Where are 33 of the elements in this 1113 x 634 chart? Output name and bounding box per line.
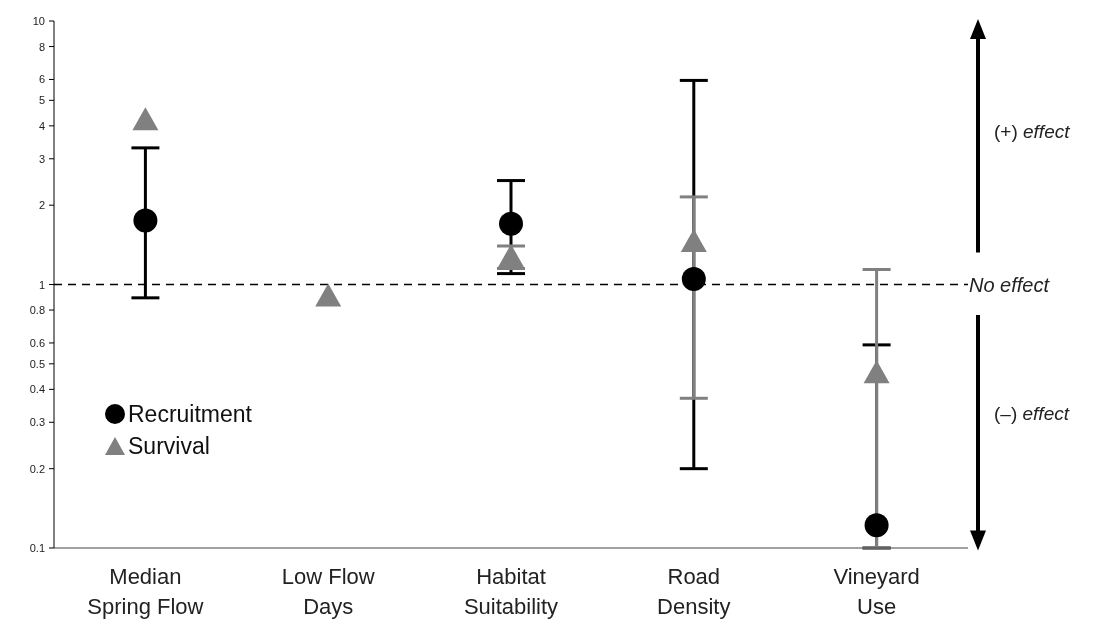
text: (–) effect xyxy=(994,403,1069,424)
y-tick-label: 0.5 xyxy=(29,357,45,370)
x-tick-label: Median Spring Flow xyxy=(87,564,204,619)
y-tick-label: 0.8 xyxy=(29,304,45,317)
y-tick-label: 2 xyxy=(38,199,45,212)
point xyxy=(133,208,158,233)
y-tick-label: 5 xyxy=(38,94,45,107)
y-tick-label: 0.2 xyxy=(29,462,45,475)
point xyxy=(315,283,342,307)
y-tick-label: 3 xyxy=(38,152,45,165)
text: (+) effect xyxy=(994,121,1070,142)
point xyxy=(864,513,889,538)
x-tick-label: Habitat Suitability xyxy=(463,564,559,619)
x-tick-label: Road Density xyxy=(657,564,731,619)
y-tick-label: 4 xyxy=(38,119,45,132)
y-tick-label: 10 xyxy=(32,15,45,27)
y-tick-label: 0.6 xyxy=(29,336,45,349)
y-tick-label: 1 xyxy=(38,278,45,291)
point xyxy=(132,107,159,131)
y-tick-label: 0.1 xyxy=(29,542,45,554)
y-tick-label: 0.3 xyxy=(29,416,45,429)
point xyxy=(863,360,890,384)
legend-label: Survival xyxy=(128,432,210,460)
x-tick-label: Low Flow Days xyxy=(281,564,375,619)
point xyxy=(681,266,706,291)
point xyxy=(680,228,707,252)
ref-line-label: No effect xyxy=(969,273,1051,296)
legend-label: Recruitment xyxy=(128,400,252,428)
y-tick-label: 0.4 xyxy=(29,383,45,396)
x-tick-label: Vineyard Use xyxy=(833,564,920,619)
y-tick-label: 8 xyxy=(38,40,45,53)
point xyxy=(499,211,523,236)
y-tick-label: 6 xyxy=(38,73,45,86)
